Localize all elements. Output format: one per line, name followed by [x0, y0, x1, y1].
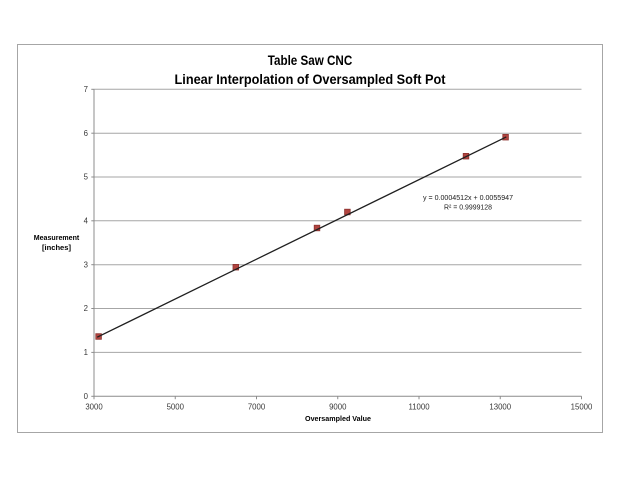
svg-text:Oversampled Value: Oversampled Value — [305, 414, 371, 423]
svg-text:Linear Interpolation of Oversa: Linear Interpolation of Oversampled Soft… — [175, 72, 446, 87]
svg-text:y = 0.0004512x + 0.0055947: y = 0.0004512x + 0.0055947 — [423, 195, 513, 202]
svg-text:3: 3 — [84, 260, 88, 269]
svg-text:7: 7 — [84, 85, 88, 94]
svg-text:0: 0 — [84, 392, 89, 401]
svg-text:[inches]: [inches] — [42, 243, 71, 252]
svg-text:Measurement: Measurement — [34, 233, 80, 242]
svg-text:1: 1 — [84, 348, 88, 357]
svg-text:7000: 7000 — [248, 403, 266, 412]
svg-text:Table Saw CNC: Table Saw CNC — [268, 53, 353, 68]
svg-text:9000: 9000 — [329, 403, 347, 412]
svg-text:11000: 11000 — [408, 403, 430, 412]
svg-text:2: 2 — [84, 304, 88, 313]
svg-text:13000: 13000 — [489, 403, 511, 412]
svg-text:5000: 5000 — [167, 403, 185, 412]
svg-text:6: 6 — [84, 129, 88, 138]
svg-text:5: 5 — [84, 173, 89, 182]
svg-text:3000: 3000 — [85, 403, 103, 412]
svg-text:15000: 15000 — [571, 403, 593, 412]
svg-text:R² = 0.9999128: R² = 0.9999128 — [444, 205, 492, 212]
svg-text:4: 4 — [84, 216, 89, 225]
